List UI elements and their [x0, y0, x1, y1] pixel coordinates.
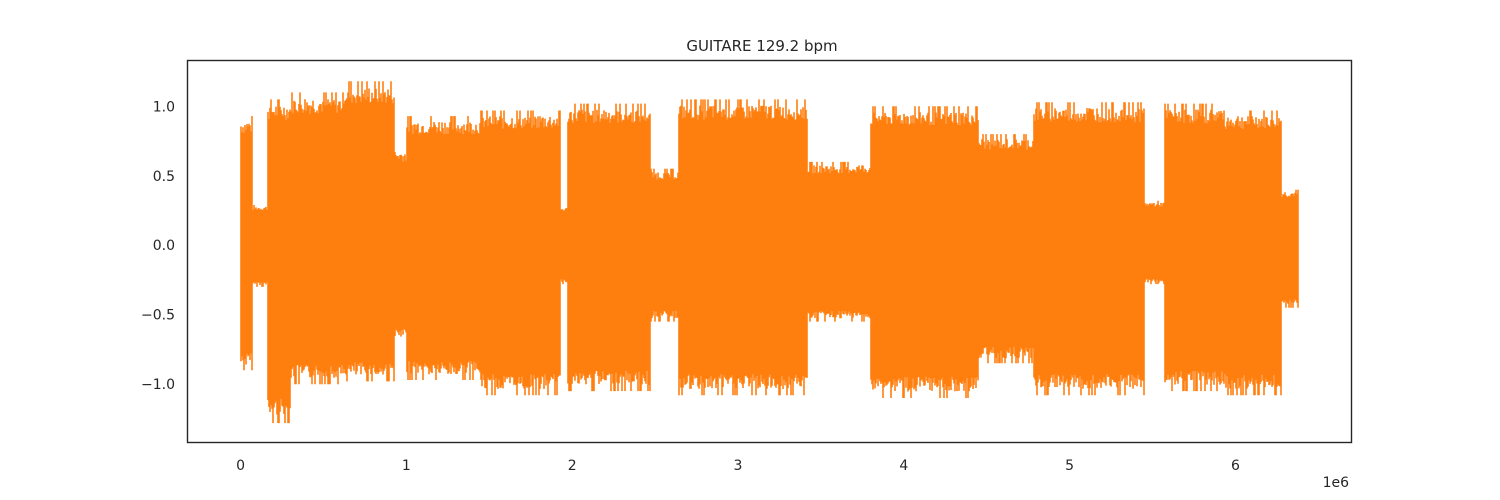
x-tick-label: 6: [1231, 458, 1240, 474]
axes-frame: [186, 59, 1353, 444]
x-tick-label: 2: [568, 458, 577, 474]
waveform-line: [240, 81, 1299, 424]
x-tick-label: 0: [236, 458, 245, 474]
chart-title: GUITARE 129.2 bpm: [686, 37, 837, 55]
x-axis: 0 1 2 3 4 5 6: [236, 458, 1240, 474]
y-tick-label: −0.5: [141, 308, 175, 324]
x-tick-label: 5: [1065, 458, 1074, 474]
x-axis-offset-label: 1e6: [1323, 475, 1350, 491]
y-tick-label: −1.0: [141, 377, 175, 393]
waveform-series: [240, 81, 1299, 424]
x-tick-label: 1: [402, 458, 411, 474]
y-tick-label: 0.0: [153, 238, 175, 254]
x-tick-label: 3: [734, 458, 743, 474]
plot-area: [240, 81, 1299, 424]
y-axis: 1.0 0.5 0.0 −0.5 −1.0: [141, 99, 175, 393]
y-tick-label: 0.5: [153, 169, 175, 185]
y-tick-label: 1.0: [153, 99, 175, 115]
x-tick-label: 4: [899, 458, 908, 474]
